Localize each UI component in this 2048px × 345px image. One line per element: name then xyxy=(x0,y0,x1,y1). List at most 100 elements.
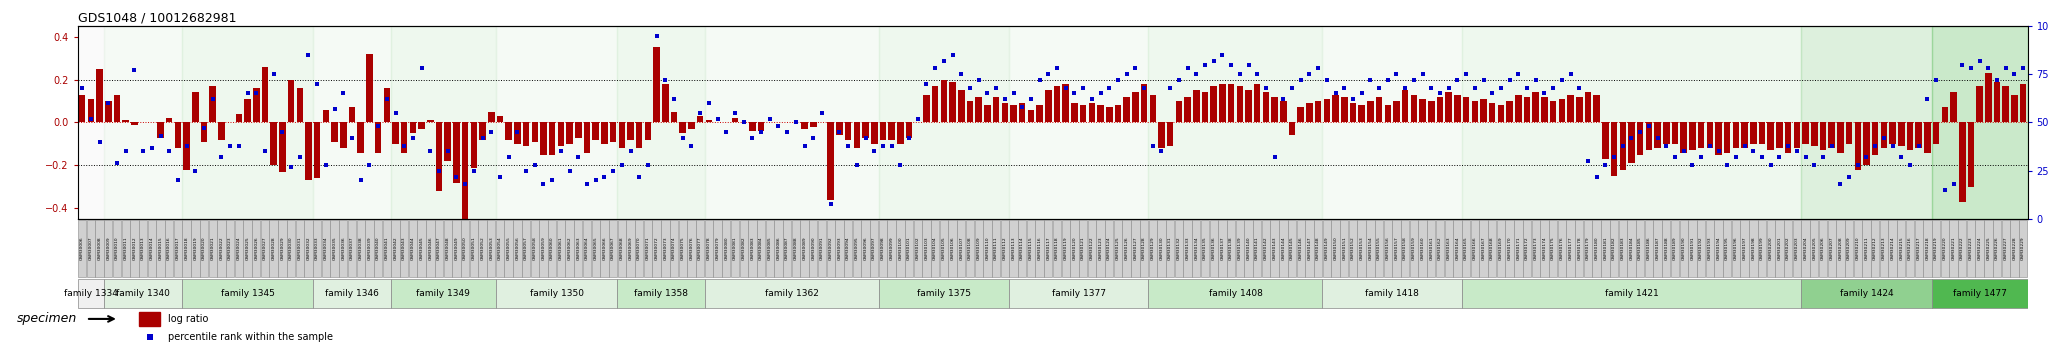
Bar xyxy=(610,122,616,142)
Text: GSM30220: GSM30220 xyxy=(1944,237,1948,260)
FancyBboxPatch shape xyxy=(1010,279,1149,307)
Text: GSM30192: GSM30192 xyxy=(1700,237,1704,260)
Text: GSM30060: GSM30060 xyxy=(551,237,555,260)
Text: GSM30130: GSM30130 xyxy=(1159,237,1163,260)
FancyBboxPatch shape xyxy=(1915,220,1923,277)
Text: GSM30227: GSM30227 xyxy=(2003,237,2007,260)
Text: GSM30202: GSM30202 xyxy=(1786,237,1790,260)
Text: family 1346: family 1346 xyxy=(326,289,379,298)
Text: GSM30152: GSM30152 xyxy=(1352,237,1356,260)
Text: GSM30102: GSM30102 xyxy=(915,237,920,260)
Bar xyxy=(1985,73,1991,122)
Point xyxy=(1049,85,1081,90)
Point xyxy=(1268,97,1300,102)
Point xyxy=(711,129,743,135)
Point xyxy=(274,164,307,170)
Bar xyxy=(1438,97,1444,122)
FancyBboxPatch shape xyxy=(2011,220,2019,277)
Point xyxy=(1919,77,1952,83)
FancyBboxPatch shape xyxy=(1993,220,2001,277)
Bar xyxy=(862,122,868,138)
Bar xyxy=(1010,26,1149,219)
FancyBboxPatch shape xyxy=(991,220,999,277)
Point xyxy=(133,334,166,340)
Bar xyxy=(1044,90,1051,122)
Text: GSM30198: GSM30198 xyxy=(1751,237,1755,260)
FancyBboxPatch shape xyxy=(1505,220,1513,277)
Point xyxy=(432,149,465,154)
Bar xyxy=(985,105,991,122)
FancyBboxPatch shape xyxy=(504,220,512,277)
Point xyxy=(223,143,256,148)
Bar xyxy=(1890,122,1896,144)
Point xyxy=(387,143,420,148)
FancyBboxPatch shape xyxy=(739,220,748,277)
Text: GSM30011: GSM30011 xyxy=(123,237,127,260)
Point xyxy=(397,135,430,141)
Bar xyxy=(1786,122,1792,152)
Text: GSM30222: GSM30222 xyxy=(1960,237,1964,260)
Point xyxy=(1780,149,1812,154)
Point xyxy=(997,91,1030,96)
Bar xyxy=(201,122,207,142)
FancyBboxPatch shape xyxy=(147,220,156,277)
Point xyxy=(258,71,291,77)
Point xyxy=(109,149,141,154)
FancyBboxPatch shape xyxy=(356,220,365,277)
Bar xyxy=(905,122,911,138)
Text: GSM30188: GSM30188 xyxy=(1665,237,1669,260)
Point xyxy=(213,143,246,148)
Bar xyxy=(1507,101,1513,122)
Bar xyxy=(541,122,547,155)
Point xyxy=(1067,85,1100,90)
Bar xyxy=(1681,122,1688,152)
Bar xyxy=(289,80,295,122)
FancyBboxPatch shape xyxy=(782,220,791,277)
Point xyxy=(666,135,698,141)
Bar xyxy=(1628,122,1634,163)
FancyBboxPatch shape xyxy=(774,220,782,277)
Bar xyxy=(1141,84,1147,122)
Point xyxy=(1589,162,1622,168)
Bar xyxy=(758,122,764,131)
Point xyxy=(780,120,813,125)
Point xyxy=(205,155,238,160)
FancyBboxPatch shape xyxy=(2019,220,2028,277)
FancyBboxPatch shape xyxy=(522,220,530,277)
Bar xyxy=(1106,107,1112,122)
FancyBboxPatch shape xyxy=(383,220,391,277)
Bar xyxy=(1872,122,1878,155)
Text: GSM30226: GSM30226 xyxy=(1995,237,1999,260)
FancyBboxPatch shape xyxy=(1454,220,1462,277)
Point xyxy=(1806,155,1839,160)
Bar xyxy=(801,122,807,129)
Text: GSM30082: GSM30082 xyxy=(741,237,745,260)
Text: GSM30062: GSM30062 xyxy=(567,237,571,260)
Text: GSM30041: GSM30041 xyxy=(385,237,389,260)
FancyBboxPatch shape xyxy=(1792,220,1800,277)
Point xyxy=(248,149,281,154)
Point xyxy=(1536,85,1569,90)
FancyBboxPatch shape xyxy=(1896,220,1905,277)
FancyBboxPatch shape xyxy=(1010,220,1018,277)
Bar xyxy=(1376,97,1382,122)
Bar xyxy=(1036,105,1042,122)
Point xyxy=(1303,66,1335,71)
Bar xyxy=(182,26,313,219)
Bar xyxy=(193,92,199,122)
Point xyxy=(1380,71,1413,77)
Point xyxy=(1606,143,1638,148)
Text: GSM30162: GSM30162 xyxy=(1438,237,1442,260)
Bar xyxy=(672,112,678,122)
FancyBboxPatch shape xyxy=(418,220,426,277)
FancyBboxPatch shape xyxy=(618,220,627,277)
Point xyxy=(449,181,481,187)
Text: GSM30089: GSM30089 xyxy=(803,237,807,260)
Bar xyxy=(889,122,895,140)
Bar xyxy=(1462,26,1800,219)
Point xyxy=(623,174,655,179)
Point xyxy=(770,129,803,135)
Point xyxy=(1833,174,1866,179)
Point xyxy=(553,168,586,174)
FancyBboxPatch shape xyxy=(1628,220,1636,277)
